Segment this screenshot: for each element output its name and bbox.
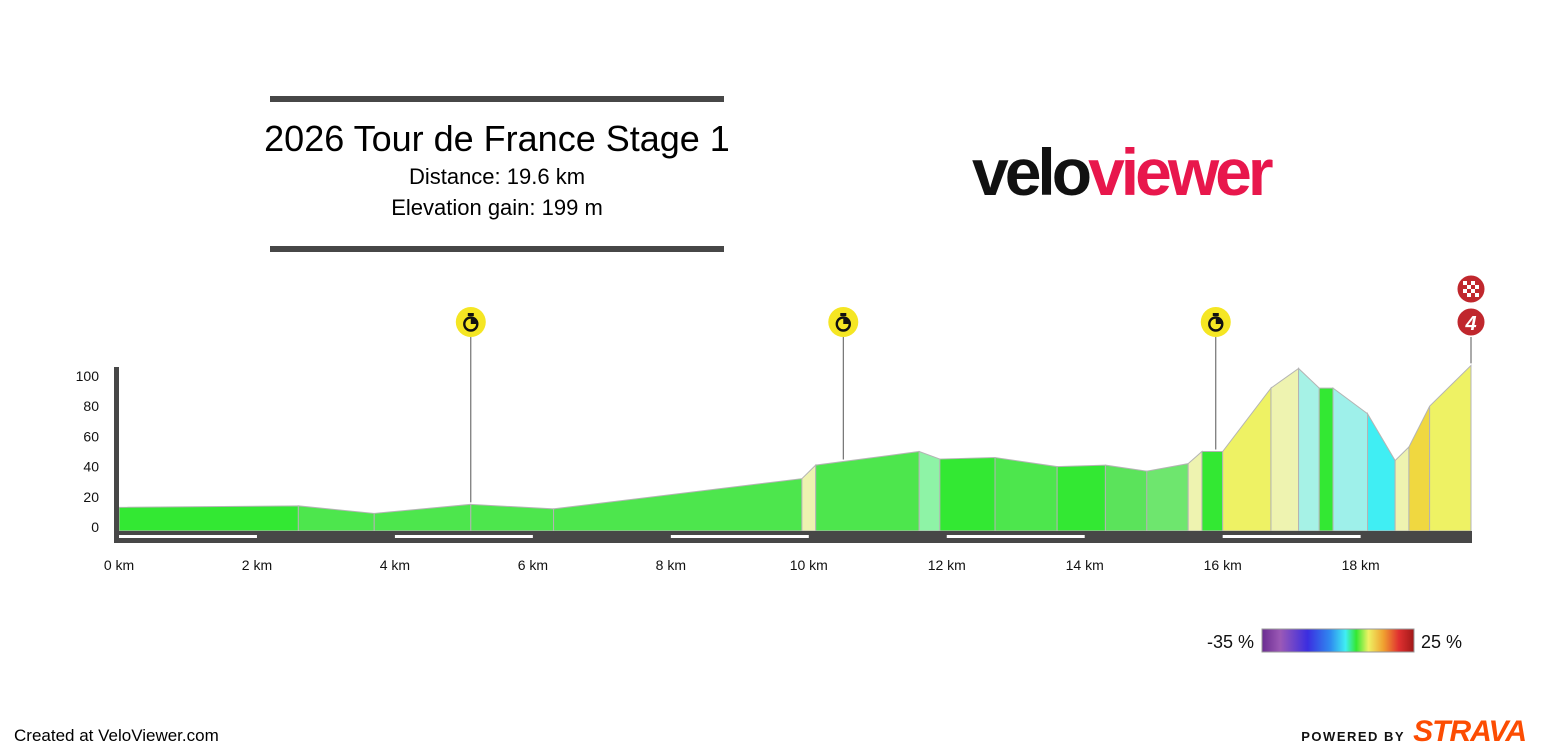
axes-layer: 0 km 2 km 4 km 6 km 8 km 10 km 12 km 14 km 16 km… [76, 367, 1472, 573]
profile-segment [1187, 450, 1203, 532]
title-rule-bottom [270, 246, 724, 252]
profile-segment [297, 505, 375, 532]
profile-segment [815, 450, 920, 532]
elevation-gain-label: Elevation gain: 199 m [391, 195, 603, 220]
y-tick-label: 0 [91, 519, 99, 535]
finish-flag-check [1471, 289, 1475, 293]
stopwatch-face [835, 316, 851, 332]
x-tick-label: 12 km [928, 557, 966, 573]
strava-logo: STRAVA [1413, 715, 1527, 748]
profile-segment [553, 478, 803, 532]
gradient-legend: -35 % 25 % [1207, 628, 1462, 653]
finish-flag-check [1467, 293, 1471, 297]
axis-km-dash [1222, 535, 1361, 538]
profile-segment [1429, 364, 1472, 532]
axis-km-dash [670, 535, 809, 538]
finish-flag-check [1467, 285, 1471, 289]
stopwatch-face [1208, 316, 1224, 332]
finish-flag-check [1463, 281, 1467, 285]
title-box: 2026 Tour de France Stage 1 Distance: 19… [264, 96, 730, 253]
profile-segment [1270, 367, 1300, 532]
profile-segment [1394, 445, 1410, 532]
profile-segment [1298, 367, 1320, 532]
x-tick-label: 4 km [380, 557, 410, 573]
x-tick-label: 6 km [518, 557, 548, 573]
x-tick-label: 16 km [1204, 557, 1242, 573]
x-tick-label: 10 km [790, 557, 828, 573]
profile-segment [801, 463, 817, 532]
stopwatch-hand [470, 318, 477, 324]
y-tick-label: 80 [83, 398, 99, 414]
veloviewer-logo: veloviewer [972, 132, 1274, 212]
profile-segment [1222, 386, 1272, 532]
finish-flag-check [1471, 281, 1475, 285]
x-tick-label: 8 km [656, 557, 686, 573]
category-badge [1456, 307, 1486, 337]
axis-km-dash [946, 535, 1085, 538]
profile-segment [1104, 464, 1148, 532]
y-tick-label: 100 [76, 368, 100, 384]
profile-segments [118, 364, 1472, 532]
distance-label: Distance: 19.6 km [408, 164, 586, 189]
profile-segment [1318, 387, 1334, 532]
profile-segment [994, 456, 1058, 532]
powered-by-strava: POWERED BY STRAVA [1301, 715, 1527, 748]
y-tick-label: 60 [83, 428, 99, 444]
category-badge-label: 4 [1464, 313, 1476, 335]
profile-segment [1201, 451, 1224, 532]
profile-segment [1408, 405, 1431, 532]
profile-segment [1367, 411, 1396, 532]
page-title: 2026 Tour de France Stage 1 [264, 118, 730, 159]
legend-min-label: -35 % [1207, 632, 1254, 652]
powered-by-label: POWERED BY [1301, 729, 1406, 744]
stopwatch-hand [843, 318, 849, 324]
logo-velo: velo [972, 135, 1092, 209]
profile-segment [939, 457, 996, 532]
legend-max-label: 25 % [1421, 632, 1462, 652]
stopwatch-crown [467, 313, 474, 316]
x-tick-label: 0 km [104, 557, 134, 573]
y-tick-label: 40 [83, 459, 99, 475]
created-at-label: Created at VeloViewer.com [14, 726, 219, 745]
profile-segment [118, 505, 299, 532]
marker-layer: 4 [455, 274, 1486, 503]
title-rule-top [270, 96, 724, 102]
profile-segment [918, 450, 941, 532]
x-tick-label: 18 km [1342, 557, 1380, 573]
profile-segment [470, 503, 555, 532]
stopwatch-crown [840, 313, 847, 316]
gradient-scale-bar [1261, 628, 1415, 653]
profile-segment [373, 503, 472, 532]
stopwatch-face [463, 316, 479, 332]
x-tick-label: 14 km [1066, 557, 1104, 573]
y-tick-label: 20 [83, 489, 99, 505]
stopwatch-crown [1212, 313, 1219, 316]
axis-km-dash [119, 535, 257, 538]
finish-flag-check [1463, 289, 1467, 293]
profile-segment [1146, 462, 1189, 532]
axis-km-dash [394, 535, 533, 538]
y-axis-line [114, 367, 119, 543]
x-tick-label: 2 km [242, 557, 272, 573]
profile-segment [1056, 464, 1106, 532]
stopwatch-hand [1215, 318, 1222, 324]
finish-flag-check [1475, 293, 1479, 297]
logo-viewer: viewer [1088, 135, 1273, 209]
profile-segment [1332, 387, 1369, 532]
finish-flag-check [1475, 285, 1479, 289]
